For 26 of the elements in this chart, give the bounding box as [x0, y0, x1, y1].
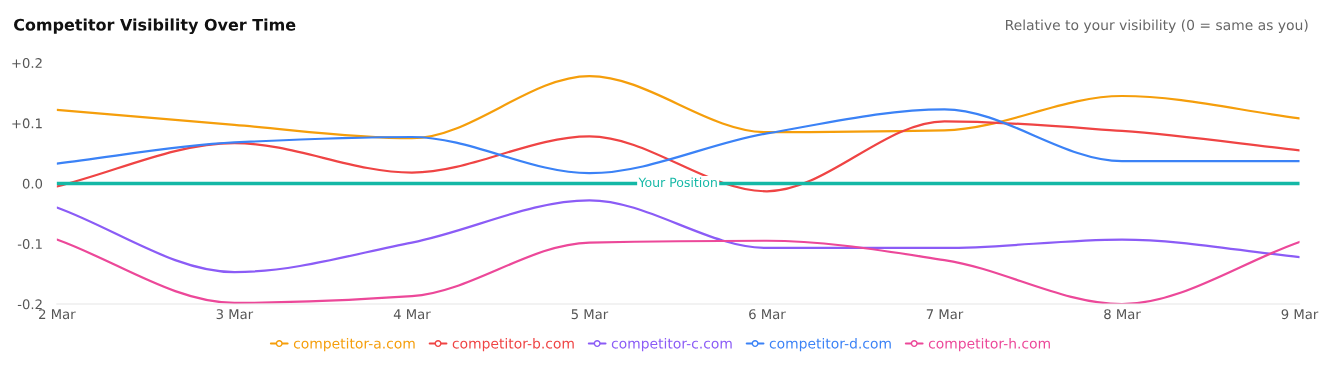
legend-label: competitor-b.com — [452, 337, 574, 352]
x-tick-label: 6 Mar — [749, 309, 786, 320]
y-tick-label: -0.1 — [17, 238, 42, 249]
y-tick-label: 0.0 — [22, 178, 43, 189]
x-tick-label: 9 Mar — [1281, 309, 1319, 320]
legend-label: competitor-d.com — [769, 337, 891, 352]
x-tick-label: 2 Mar — [39, 309, 76, 320]
line-series — [56, 238, 1300, 305]
x-tick-label: 8 Mar — [1104, 309, 1141, 320]
legend-label: competitor-c.com — [611, 337, 732, 352]
legend-label: competitor-h.com — [928, 337, 1050, 352]
legend-label: competitor-a.com — [293, 337, 415, 352]
y-tick-label: +0.2 — [12, 58, 42, 69]
line-series — [56, 74, 1300, 140]
y-tick-label: +0.1 — [12, 118, 42, 129]
ref-line-label: Your Position — [638, 177, 717, 188]
x-tick-label: 4 Mar — [393, 309, 431, 320]
x-tick-label: 3 Mar — [216, 309, 254, 320]
line-series — [56, 120, 1300, 193]
x-tick-label: 7 Mar — [926, 309, 964, 320]
text: Relative to your visibility (0 = same as you) — [1006, 19, 1308, 33]
line-series — [56, 199, 1300, 274]
y-tick-label: -0.2 — [17, 299, 42, 310]
chart-title: Competitor Visibility Over Time — [14, 18, 296, 34]
x-tick-label: 5 Mar — [571, 309, 609, 320]
line-series — [56, 108, 1300, 175]
